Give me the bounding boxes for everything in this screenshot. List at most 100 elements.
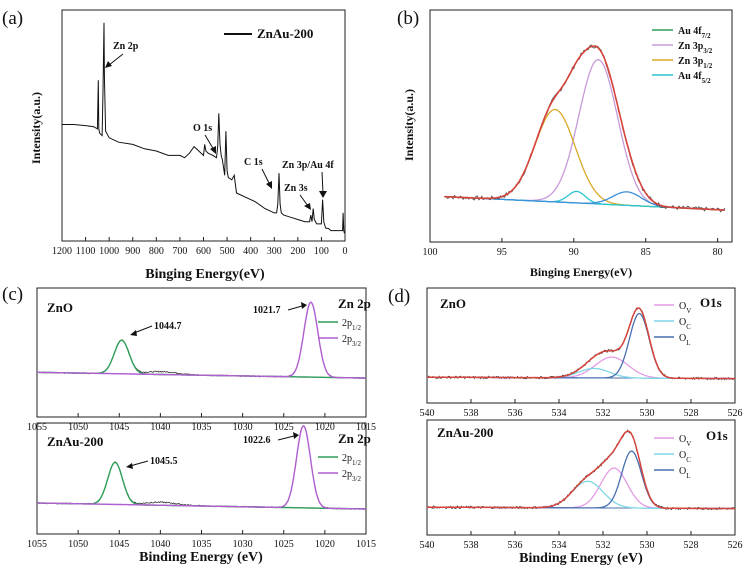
panel-c-bottom-peak12-arrowhead bbox=[126, 463, 133, 469]
panel-d-legend1-label-2: OL bbox=[679, 466, 691, 480]
panel-d-bottom-x-tick-label-540: 540 bbox=[420, 540, 435, 551]
panel-c-sub1-2p32 bbox=[37, 425, 366, 510]
panel-d-top-x-tick-label-538: 538 bbox=[464, 408, 479, 419]
panel-c-top-peak32-label: 1021.7 bbox=[253, 305, 281, 316]
panel-b-legend-label-0: Au 4f7/2 bbox=[678, 26, 711, 40]
panel-c-top-element: Zn 2p bbox=[338, 296, 371, 311]
panel-c-top-xticks: 1055 1050 1045 1040 1035 1030 1025 1020 1015 bbox=[27, 413, 376, 433]
panel-b-x-tick-label-100: 100 bbox=[423, 247, 438, 258]
panel-c-top-frame bbox=[36, 287, 367, 418]
panel-d-top-xticks: 540 538 536 534 532 530 528 526 bbox=[420, 399, 743, 419]
panel-c-top-x-tick-label-1015: 1015 bbox=[356, 422, 376, 433]
panel-a-legend-label: ZnAu-200 bbox=[257, 26, 313, 41]
panel-b-label: (b) bbox=[397, 8, 419, 29]
panel-b-component-1 bbox=[444, 58, 725, 211]
panel-c-top-x-tick-label-1030: 1030 bbox=[233, 422, 253, 433]
panel-a-x-tick-label-500: 500 bbox=[220, 246, 235, 257]
panel-a-xlabel: Binging Energy(eV) bbox=[145, 267, 265, 282]
panel-c-top-peak12-label: 1044.7 bbox=[154, 321, 182, 332]
panel-d-top-legend: OV OC OL bbox=[654, 301, 691, 347]
panel-c-top-x-tick-label-1025: 1025 bbox=[274, 422, 294, 433]
panel-d-top-x-tick-label-536: 536 bbox=[508, 408, 523, 419]
panel-d-legend0-label-2: OL bbox=[679, 333, 691, 347]
panel-b-xticks: 100 95 90 85 80 bbox=[423, 238, 723, 258]
panel-c-bottom-peak32-arrow bbox=[277, 435, 295, 441]
panel-a-arrow-zn2p bbox=[108, 53, 124, 66]
panel-a-annot-zn3p: Zn 3p/Au 4f bbox=[282, 160, 334, 171]
panel-c-bottom-x-tick-label-1020: 1020 bbox=[315, 539, 335, 550]
panel-b-ylabel: Intensity(a.u.) bbox=[402, 89, 416, 161]
panel-b-x-tick-label-85: 85 bbox=[641, 247, 651, 258]
panel-d-top-x-tick-label-534: 534 bbox=[552, 408, 567, 419]
panel-c-bottom-x-tick-label-1015: 1015 bbox=[356, 539, 376, 550]
panel-a-x-tick-label-700: 700 bbox=[172, 246, 187, 257]
panel-d-top-x-tick-label-532: 532 bbox=[596, 408, 611, 419]
panel-c-top-x-tick-label-1050: 1050 bbox=[68, 422, 88, 433]
panel-d-top-title: ZnO bbox=[440, 296, 466, 311]
panel-a-x-tick-label-600: 600 bbox=[196, 246, 211, 257]
panel-c-bottom-peak12-label: 1045.5 bbox=[150, 456, 178, 467]
panel-c-top-peak32-arrowhead bbox=[301, 302, 307, 309]
panel-a-arrowhead-zn3s bbox=[304, 203, 311, 210]
panel-d-bottom-element: O1s bbox=[706, 428, 728, 443]
panel-a-x-tick-label-0: 0 bbox=[343, 246, 348, 257]
panel-d-curves bbox=[426, 307, 736, 511]
panel-c-bottom-x-tick-label-1025: 1025 bbox=[274, 539, 294, 550]
panel-a-annot-zn3s: Zn 3s bbox=[284, 183, 308, 194]
panel-a-arrowhead-o1s bbox=[210, 146, 216, 154]
panel-b-x-tick-label-80: 80 bbox=[713, 247, 723, 258]
panel-d-sub1-component-OC bbox=[426, 480, 735, 510]
panel-c-top-peak12-arrowhead bbox=[130, 330, 137, 336]
panel-c-sub0-2p32 bbox=[37, 301, 366, 379]
panel-d-sub1-envelope bbox=[426, 430, 735, 510]
panel-d-top-x-tick-label-526: 526 bbox=[728, 408, 743, 419]
panel-b-envelope-line bbox=[444, 45, 725, 211]
panel-a-x-tick-label-1100: 1100 bbox=[76, 246, 96, 257]
panel-c-bottom-x-tick-label-1050: 1050 bbox=[68, 539, 88, 550]
panel-c-bottom-x-tick-label-1045: 1045 bbox=[109, 539, 129, 550]
panel-b-raw-line bbox=[444, 44, 726, 213]
panel-c-legend1-label-1: 2p3/2 bbox=[342, 469, 361, 483]
panel-b-x-tick-label-95: 95 bbox=[497, 247, 507, 258]
panel-c-bottom-peak32-arrowhead bbox=[293, 432, 299, 439]
panel-d-bottom-x-tick-label-528: 528 bbox=[684, 540, 699, 551]
panel-d-top-frame bbox=[426, 287, 736, 404]
panel-d-bottom-x-tick-label-538: 538 bbox=[464, 540, 479, 551]
panel-d-bottom-x-tick-label-536: 536 bbox=[508, 540, 523, 551]
panel-c-label: (c) bbox=[2, 284, 23, 305]
panel-b-frame bbox=[429, 9, 733, 243]
panel-d-bottom-x-tick-label-534: 534 bbox=[552, 540, 567, 551]
panel-d-bottom-frame bbox=[426, 419, 736, 536]
panel-c-legend0-label-1: 2p3/2 bbox=[342, 334, 361, 348]
panel-a-arrowhead-zn3p bbox=[319, 191, 327, 198]
panel-a-arrowhead-c1s bbox=[266, 181, 272, 189]
panel-c-bottom-x-tick-label-1055: 1055 bbox=[27, 539, 47, 550]
panel-d-legend0-label-0: OV bbox=[679, 301, 691, 315]
panel-a-x-tick-label-1000: 1000 bbox=[99, 246, 119, 257]
panel-c-top-x-tick-label-1055: 1055 bbox=[27, 422, 47, 433]
panel-d-bottom-xticks: 540 538 536 534 532 530 528 526 bbox=[420, 531, 743, 551]
panel-c-bottom-x-tick-label-1030: 1030 bbox=[233, 539, 253, 550]
panel-c-top-title: ZnO bbox=[47, 300, 73, 315]
panel-b-legend-label-2: Zn 3p1/2 bbox=[678, 56, 713, 70]
panel-a-x-tick-label-300: 300 bbox=[267, 246, 282, 257]
panel-d-bottom-legend: OV OC OL bbox=[654, 434, 691, 480]
panel-c-bottom-peak32-label: 1022.6 bbox=[243, 435, 271, 446]
panel-d-bottom-x-tick-label-532: 532 bbox=[596, 540, 611, 551]
panel-c-legend0-label-0: 2p1/2 bbox=[342, 318, 361, 332]
panel-c-sub0-raw bbox=[36, 301, 366, 379]
panel-c-top-peak12-arrow bbox=[133, 325, 153, 334]
panel-c-top-x-tick-label-1045: 1045 bbox=[109, 422, 129, 433]
panel-c-legend1-label-0: 2p1/2 bbox=[342, 453, 361, 467]
panel-d-legend0-label-1: OC bbox=[679, 317, 691, 331]
panel-c: (c) 1055 1050 1045 1040 1035 1030 1025 1020 1015… bbox=[2, 284, 376, 565]
panel-b-legend-label-3: Au 4f5/2 bbox=[678, 71, 711, 85]
panel-d-top-x-tick-label-528: 528 bbox=[684, 408, 699, 419]
panel-b-curves bbox=[444, 44, 726, 213]
panel-a-arrow-c1s bbox=[261, 168, 271, 186]
panel-a-x-tick-label-800: 800 bbox=[149, 246, 164, 257]
panel-a-xticks: 1200 1100 1000 900 800 700 600 500 400 300 200 100 0 bbox=[52, 237, 348, 257]
panel-d-legend1-label-1: OC bbox=[679, 450, 691, 464]
panel-a-annot-c1s: C 1s bbox=[244, 157, 263, 168]
panel-d-bottom-x-tick-label-526: 526 bbox=[728, 540, 743, 551]
